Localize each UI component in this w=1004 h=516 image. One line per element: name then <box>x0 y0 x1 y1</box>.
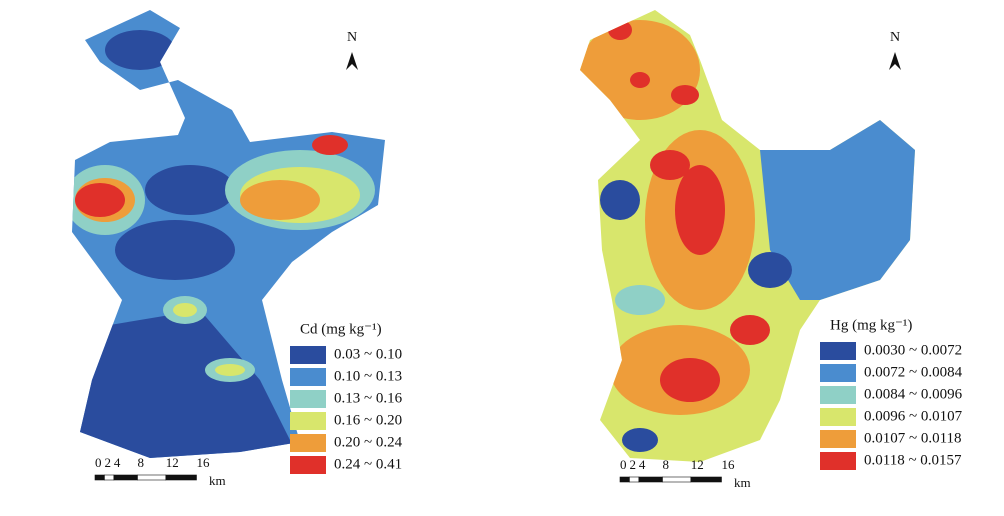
scale-tick: 16 <box>721 457 735 472</box>
legend-label: 0.16 ~ 0.20 <box>334 412 402 428</box>
legend-label: 0.10 ~ 0.13 <box>334 368 402 384</box>
scale-tick: 16 <box>196 455 210 470</box>
legend-swatch <box>290 390 326 408</box>
scale-unit: km <box>209 473 226 488</box>
legend-swatch <box>820 430 856 448</box>
scale-tick: 2 <box>104 455 111 470</box>
scale-unit: km <box>734 475 751 490</box>
scale-segment <box>629 477 638 482</box>
scale-tick: 8 <box>137 455 144 470</box>
legend-swatch <box>820 364 856 382</box>
legend-swatch <box>290 434 326 452</box>
scale-segment <box>620 477 629 482</box>
legend-label: 0.0072 ~ 0.0084 <box>864 364 963 380</box>
scale-segment <box>114 475 138 480</box>
scale-tick: 2 <box>629 457 636 472</box>
scale-tick: 12 <box>691 457 704 472</box>
scale-tick: 0 <box>95 455 102 470</box>
legend-label: 0.13 ~ 0.16 <box>334 390 403 406</box>
scale-segment <box>639 477 663 482</box>
scale-segment <box>691 477 722 482</box>
legend-swatch <box>820 386 856 404</box>
legend-swatch <box>820 408 856 426</box>
figure: N Cd (mg kg⁻¹) 0.03 ~ 0.10 0.10 ~ 0.13 0.13 … <box>0 0 1004 516</box>
scale-segment <box>662 477 690 482</box>
legend-label: 0.0084 ~ 0.0096 <box>864 386 963 402</box>
legend-label: 0.03 ~ 0.10 <box>334 346 402 362</box>
legend-swatch <box>820 452 856 470</box>
scale-tick: 4 <box>639 457 646 472</box>
north-arrow-right <box>889 52 901 70</box>
scale-segment <box>95 475 104 480</box>
legend-label: 0.0030 ~ 0.0072 <box>864 342 962 358</box>
scale-segment <box>166 475 197 480</box>
legend-label: 0.24 ~ 0.41 <box>334 456 402 472</box>
legend-title: Cd (mg kg⁻¹) <box>300 321 382 337</box>
scale-tick: 0 <box>620 457 627 472</box>
legend-swatch <box>290 368 326 386</box>
north-arrow-left <box>346 52 358 70</box>
legend-swatch <box>290 456 326 474</box>
north-label: N <box>347 30 357 45</box>
scale-segment <box>137 475 165 480</box>
legend-swatch <box>290 412 326 430</box>
scale-tick: 8 <box>662 457 669 472</box>
scale-tick: 12 <box>166 455 179 470</box>
legend-label: 0.0096 ~ 0.0107 <box>864 408 963 424</box>
legend-label: 0.20 ~ 0.24 <box>334 434 403 450</box>
legend-swatch <box>290 346 326 364</box>
legend-label: 0.0118 ~ 0.0157 <box>864 452 962 468</box>
scale-segment <box>104 475 113 480</box>
legend-title: Hg (mg kg⁻¹) <box>830 317 912 333</box>
legend-swatch <box>820 342 856 360</box>
north-label: N <box>890 30 900 45</box>
scale-tick: 4 <box>114 455 121 470</box>
legend-label: 0.0107 ~ 0.0118 <box>864 430 962 446</box>
